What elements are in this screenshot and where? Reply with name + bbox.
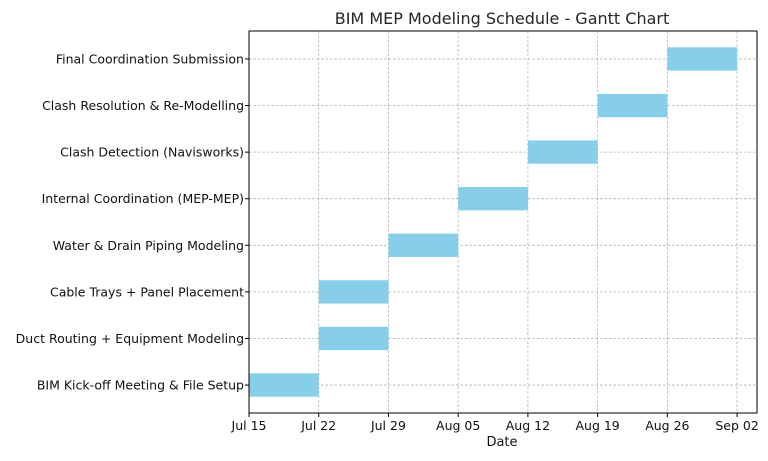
y-tick-label: Internal Coordination (MEP-MEP)	[42, 191, 244, 206]
x-tick-label: Jul 29	[370, 418, 406, 433]
task-bar	[667, 47, 738, 71]
x-tick-label: Jul 15	[231, 418, 267, 433]
y-tick-label: Clash Resolution & Re-Modelling	[42, 98, 244, 113]
x-axis-ticks: Jul 15 Jul 22 Jul 29 Aug 05 Aug 12 Aug 19 Aug …	[231, 413, 759, 433]
x-tick-label: Aug 19	[575, 418, 619, 433]
task-bar	[318, 280, 389, 304]
y-tick-label: Duct Routing + Equipment Modeling	[16, 331, 244, 346]
grid-lines	[248, 31, 757, 413]
task-bar	[597, 93, 668, 118]
x-tick-label: Aug 12	[506, 418, 550, 433]
task-bar	[249, 373, 319, 397]
y-tick-label: Clash Detection (Navisworks)	[60, 145, 244, 160]
y-tick-label: Cable Trays + Panel Placement	[50, 284, 244, 299]
y-tick-label: Final Coordination Submission	[56, 51, 244, 66]
task-bars	[249, 47, 738, 397]
y-axis-ticks: BIM Kick-off Meeting & File Setup Duct Ro…	[16, 51, 249, 393]
x-tick-label: Aug 05	[436, 418, 480, 433]
task-bar	[527, 140, 598, 164]
task-bar	[458, 187, 528, 211]
y-tick-label: Water & Drain Piping Modeling	[53, 238, 244, 253]
chart-title: BIM MEP Modeling Schedule - Gantt Chart	[335, 9, 670, 28]
task-bar	[318, 326, 389, 351]
x-tick-label: Sep 02	[715, 418, 758, 433]
x-axis-label: Date	[486, 435, 517, 450]
plot-area-frame	[248, 30, 758, 414]
y-tick-label: BIM Kick-off Meeting & File Setup	[37, 378, 244, 393]
task-bar	[388, 233, 459, 257]
x-tick-label: Jul 22	[300, 418, 336, 433]
x-tick-label: Aug 26	[645, 418, 689, 433]
